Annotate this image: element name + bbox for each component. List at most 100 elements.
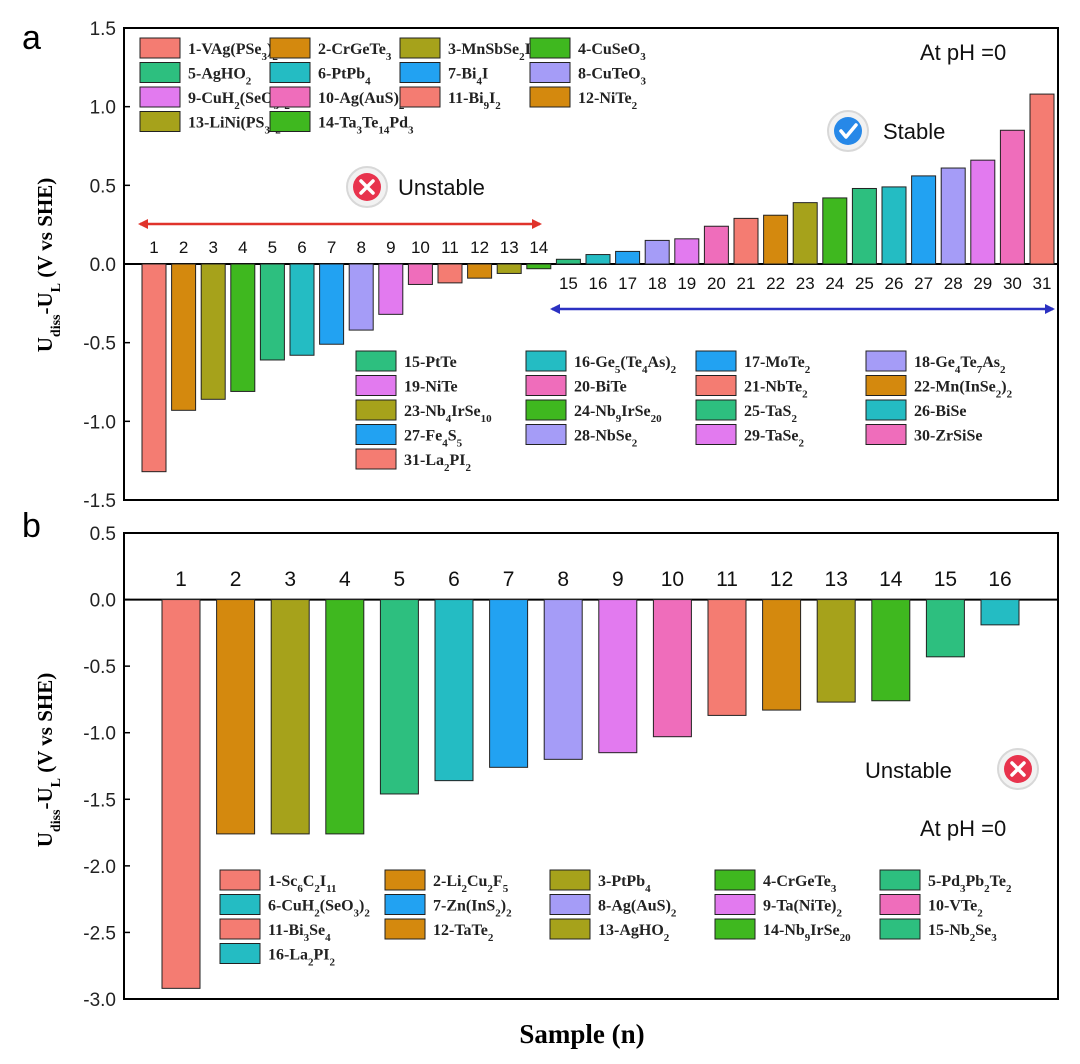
legend-entry: 27-Fe4S5 xyxy=(404,428,463,450)
legend-swatch xyxy=(525,350,567,372)
bar-3 xyxy=(270,599,310,835)
category-label-8: 8 xyxy=(356,238,365,257)
legend-entry: 4-CuSeO3 xyxy=(578,41,646,63)
legend-entry: 29-TaSe2 xyxy=(744,428,805,450)
category-label-15: 15 xyxy=(559,274,578,293)
category-label-6: 6 xyxy=(448,568,460,591)
legend-entry: 21-NbTe2 xyxy=(744,379,808,401)
bar-1 xyxy=(161,599,201,989)
unstable-label-a: Unstable xyxy=(398,175,485,200)
category-label-22: 22 xyxy=(766,274,785,293)
category-label-11: 11 xyxy=(716,568,738,591)
unstable-icon-b xyxy=(997,748,1039,790)
y-tick-label: 0.5 xyxy=(90,524,116,545)
category-labels-b: 1 2 3 4 5 6 7 8 9 10 11 12 13 14 15 16 xyxy=(175,568,1012,591)
legend-entry: 6-PtPb4 xyxy=(318,66,371,88)
legend-entry: 5-AgHO2 xyxy=(188,66,252,88)
legend-swatch xyxy=(865,424,907,445)
y-tick-label: -1.0 xyxy=(83,412,116,433)
category-label-14: 14 xyxy=(529,238,548,257)
bar-6 xyxy=(289,263,315,356)
y-tick-label: -1.5 xyxy=(83,491,116,512)
legend-entry: 26-BiSe xyxy=(914,403,966,420)
legend-entry: 10-VTe2 xyxy=(928,898,983,920)
legend-swatch xyxy=(269,111,311,132)
legend-entry: 16-La2PI2 xyxy=(268,947,336,969)
legend-swatch xyxy=(879,894,921,915)
legend-swatch xyxy=(695,424,737,445)
unstable-label-b: Unstable xyxy=(865,758,952,783)
bar-18 xyxy=(644,239,670,265)
bar-15 xyxy=(925,599,965,658)
legend-swatch xyxy=(879,869,921,891)
bar-1 xyxy=(141,263,167,473)
legend-swatch xyxy=(714,894,756,915)
plot-frame-b xyxy=(123,532,1059,1000)
category-label-12: 12 xyxy=(470,238,489,257)
legend-swatch xyxy=(865,375,907,396)
legend-swatch xyxy=(714,918,756,940)
legend-entry: 7-Zn(InS2)2 xyxy=(433,898,512,920)
legend-swatch xyxy=(139,62,181,83)
legend-swatch xyxy=(269,37,311,59)
legend-entry: 12-TaTe2 xyxy=(433,922,494,944)
legend-swatch xyxy=(384,894,426,915)
bar-4 xyxy=(230,263,256,392)
category-label-5: 5 xyxy=(268,238,277,257)
category-label-11: 11 xyxy=(441,238,459,257)
bar-2 xyxy=(216,599,256,835)
bar-17 xyxy=(615,250,641,265)
category-label-10: 10 xyxy=(661,568,684,591)
legend-swatch xyxy=(139,86,181,108)
bar-25 xyxy=(851,187,877,265)
category-label-4: 4 xyxy=(339,568,351,591)
ph-label-a: At pH =0 xyxy=(920,40,1006,65)
y-ticks-b: 0.5 0.0 -0.5 -1.0 -1.5 -2.0 -2.5 -3.0 xyxy=(83,524,130,1011)
legend-swatch xyxy=(219,869,261,891)
category-label-8: 8 xyxy=(557,568,569,591)
y-tick-label: -0.5 xyxy=(83,334,116,355)
legend-entry: 23-Nb4IrSe10 xyxy=(404,403,492,425)
legend-entry: 14-Nb9IrSe20 xyxy=(763,922,851,944)
legend-swatch xyxy=(399,37,441,59)
bar-29 xyxy=(970,159,996,265)
bar-12 xyxy=(467,263,493,279)
bar-3 xyxy=(200,263,226,400)
category-label-24: 24 xyxy=(825,274,844,293)
legend-entry: 18-Ge4Te7As2 xyxy=(914,354,1006,376)
legend-entry: 19-NiTe xyxy=(404,379,458,396)
y-axis-label-b: Udiss-UL (V vs SHE) xyxy=(33,673,64,847)
legend-b: 1-Sc6C2I11 2-Li2Cu2F5 3-PtPb4 4-CrGeTe3 5-Pd… xyxy=(219,869,1012,969)
category-label-18: 18 xyxy=(648,274,667,293)
legend-swatch xyxy=(384,869,426,891)
legend-swatch xyxy=(355,350,397,372)
legend-entry: 1-Sc6C2I11 xyxy=(268,873,337,895)
legend-swatch xyxy=(399,86,441,108)
bar-15 xyxy=(555,258,581,265)
legend-entry: 15-PtTe xyxy=(404,354,457,371)
legend-swatch xyxy=(549,894,591,915)
category-label-7: 7 xyxy=(503,568,515,591)
legend-swatch xyxy=(355,375,397,396)
legend-entry: 3-MnSbSe2I xyxy=(448,41,531,63)
bar-30 xyxy=(999,129,1025,265)
bars-a xyxy=(124,93,1058,473)
legend-entry: 12-NiTe2 xyxy=(578,90,638,112)
legend-swatch xyxy=(355,424,397,445)
legend-swatch xyxy=(549,869,591,891)
legend-swatch xyxy=(219,918,261,940)
legend-swatch xyxy=(549,918,591,940)
bar-2 xyxy=(171,263,197,411)
category-label-30: 30 xyxy=(1003,274,1022,293)
bar-4 xyxy=(325,599,365,835)
category-label-3: 3 xyxy=(208,238,217,257)
legend-swatch xyxy=(529,37,571,59)
bar-14 xyxy=(526,263,552,270)
legend-swatch xyxy=(695,375,737,396)
category-label-3: 3 xyxy=(284,568,296,591)
legend-entry: 13-AgHO2 xyxy=(598,922,670,944)
bar-9 xyxy=(598,599,638,754)
